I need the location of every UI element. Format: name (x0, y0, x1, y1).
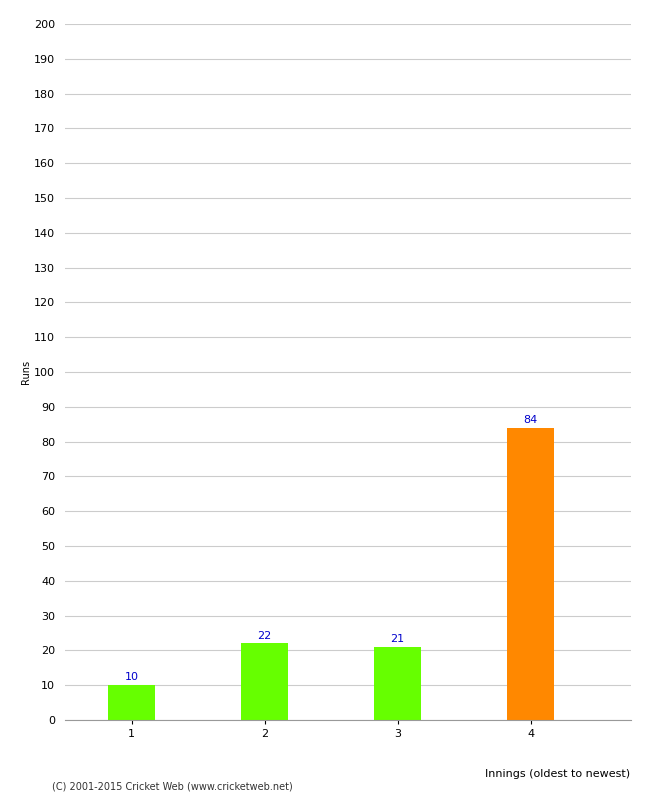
Text: 22: 22 (257, 630, 272, 641)
Bar (241, 643, 288, 720)
Text: 21: 21 (391, 634, 405, 644)
Bar (374, 647, 421, 720)
Text: (C) 2001-2015 Cricket Web (www.cricketweb.net): (C) 2001-2015 Cricket Web (www.cricketwe… (52, 782, 292, 792)
Text: Innings (oldest to newest): Innings (oldest to newest) (486, 769, 630, 778)
Text: 10: 10 (125, 673, 138, 682)
Bar (508, 428, 554, 720)
Text: 84: 84 (524, 415, 538, 425)
Y-axis label: Runs: Runs (21, 360, 31, 384)
Bar (109, 685, 155, 720)
